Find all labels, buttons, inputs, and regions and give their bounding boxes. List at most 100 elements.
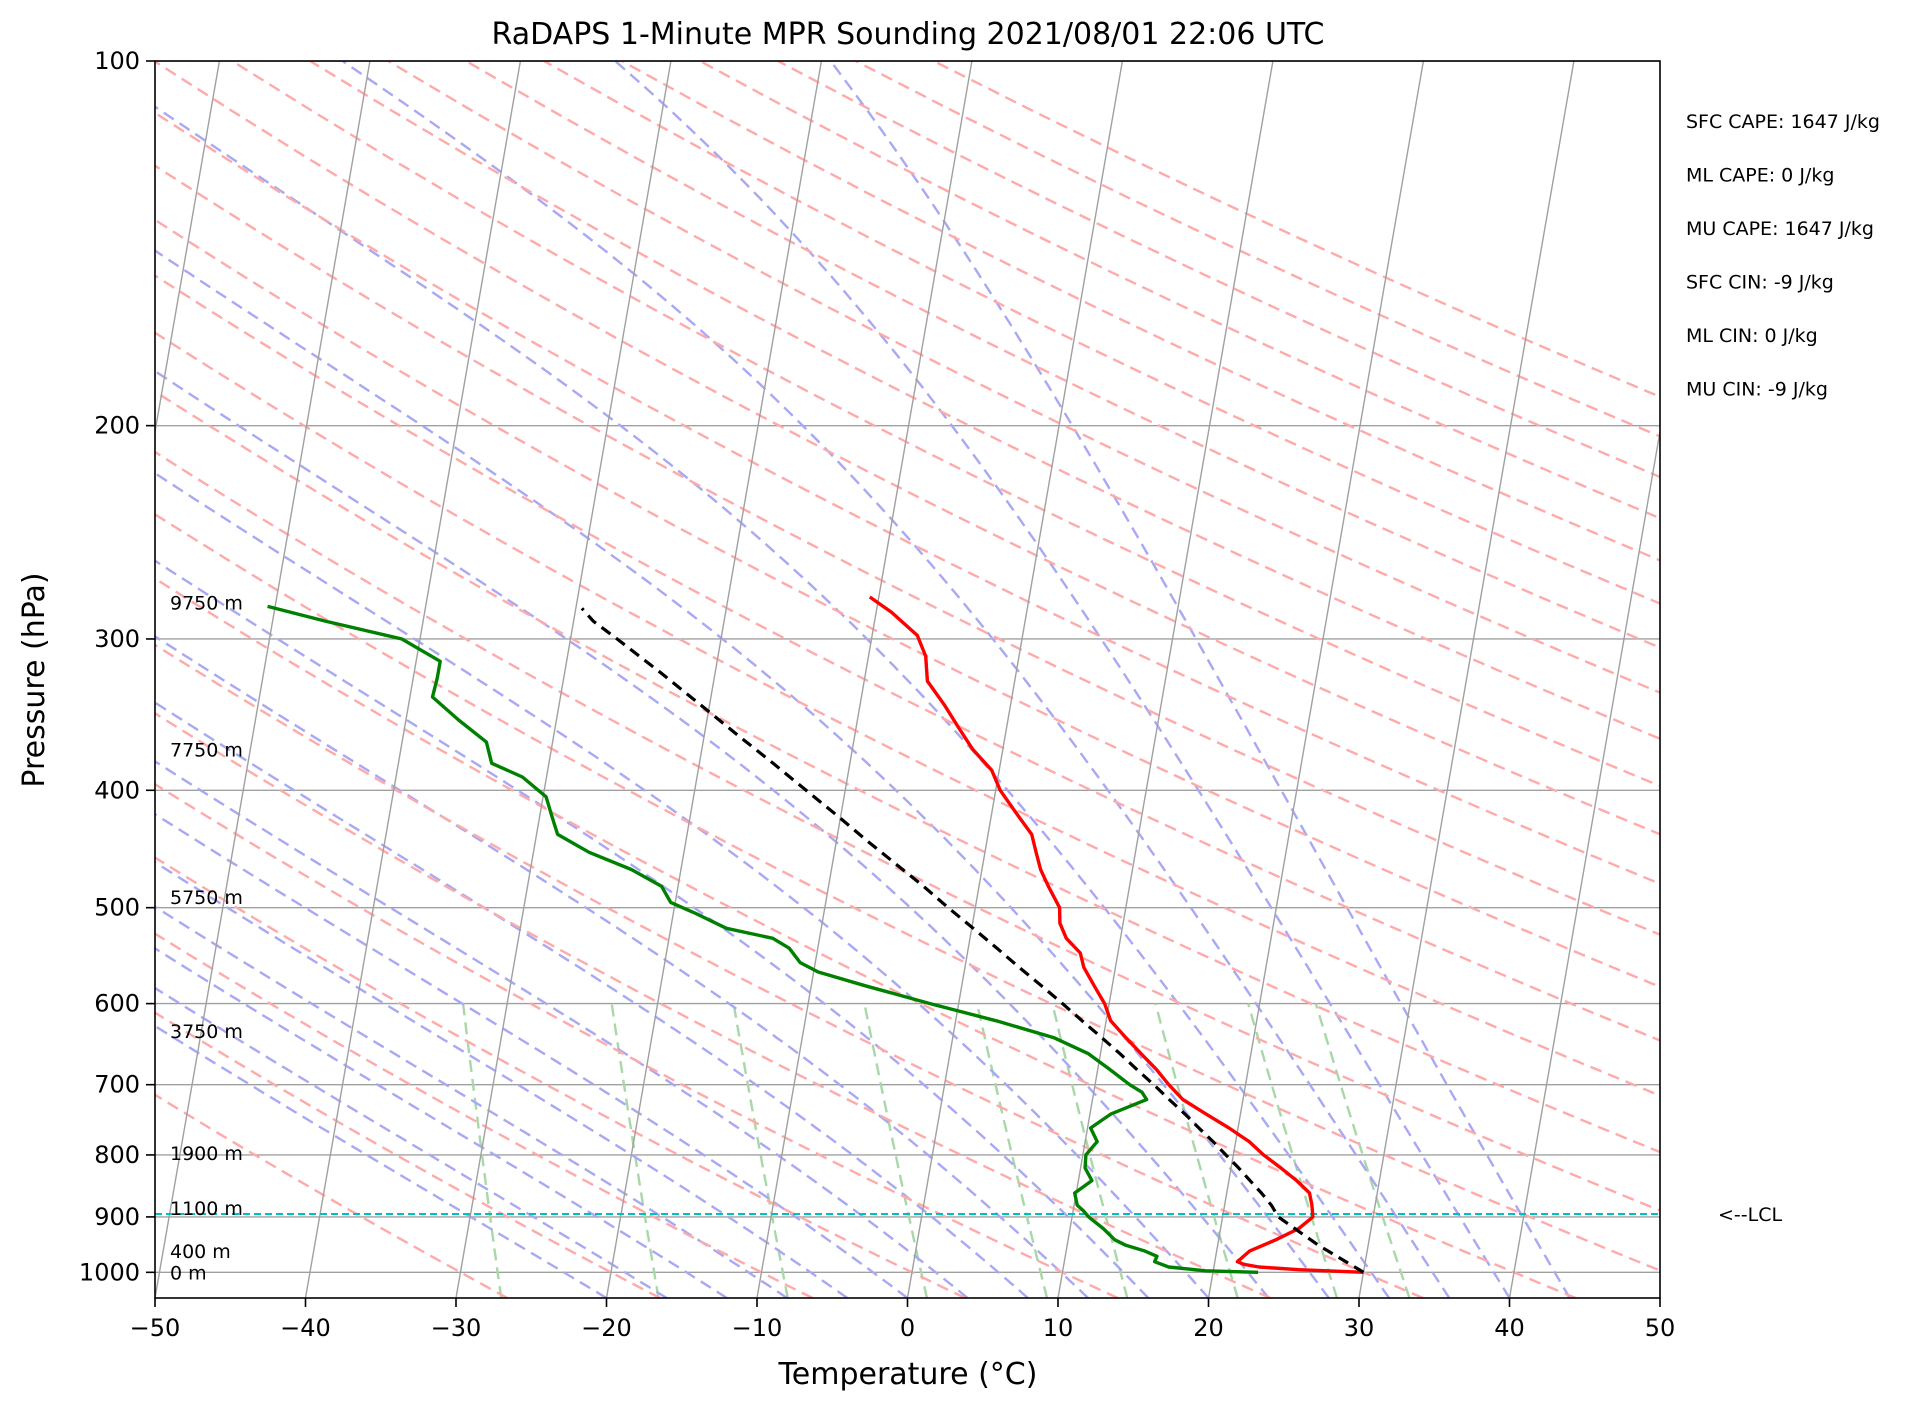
height-label: 9750 m [170, 593, 243, 615]
dry-adiabat-line [155, 164, 1660, 936]
x-axis-ticks: −50 −40 −30 −20 −10 0 10 20 30 40 50 [130, 1298, 1676, 1342]
x-tick-label: 50 [1645, 1314, 1676, 1342]
dry-adiabat-line [155, 61, 1660, 836]
moist-adiabat-line [155, 759, 969, 1298]
height-label: 5750 m [170, 887, 243, 909]
x-tick-label: −50 [130, 1314, 181, 1342]
dry-adiabat-line [155, 512, 1660, 1272]
moist-adiabat-line [341, 61, 1451, 1298]
series-group [267, 595, 1365, 1274]
lcl-label: <--LCL [1718, 1204, 1782, 1226]
dry-adiabat-line [543, 61, 1660, 605]
dry-adiabat-line [155, 390, 1660, 1154]
pressure-gridlines [155, 61, 1660, 1274]
parameter-text: MU CIN: -9 J/kg [1686, 379, 1828, 401]
dry-adiabat-line [155, 450, 1660, 1212]
dry-adiabat-line [155, 711, 1271, 1298]
isotherm-line [1207, 61, 1425, 1298]
parameter-text: SFC CAPE: 1647 J/kg [1686, 111, 1880, 133]
height-label: 1100 m [170, 1198, 243, 1220]
moist-adiabat-line [155, 860, 848, 1298]
mixing-ratio-line [975, 1003, 1049, 1298]
moist-adiabat-line [155, 559, 1150, 1298]
dry-adiabat-line [621, 61, 1660, 562]
moist-adiabat-lines [155, 61, 1571, 1298]
y-tick-label: 300 [94, 625, 140, 653]
dry-adiabat-line [155, 331, 1660, 1097]
y-tick-label: 500 [94, 894, 140, 922]
isotherm-line [1508, 427, 1660, 1298]
isotherm-line [1358, 61, 1575, 1298]
height-label: 400 m [170, 1241, 231, 1263]
y-tick-label: 700 [94, 1071, 140, 1099]
sounding-series-line-3 [580, 607, 1365, 1274]
x-tick-label: 20 [1193, 1314, 1224, 1342]
parameter-text: MU CAPE: 1647 J/kg [1686, 218, 1874, 240]
isotherm-line [155, 61, 221, 436]
isotherm-line [906, 61, 1124, 1298]
sounding-series-line-2 [267, 604, 1259, 1274]
x-tick-label: 40 [1494, 1314, 1525, 1342]
dry-adiabat-line [155, 1093, 508, 1298]
mixing-ratio-lines [461, 1003, 1411, 1298]
chart-title: RaDAPS 1-Minute MPR Sounding 2021/08/01 … [492, 17, 1325, 52]
moist-adiabat-line [155, 986, 668, 1298]
dry-adiabat-line [155, 856, 966, 1298]
isotherm-line [756, 61, 973, 1298]
dry-adiabat-line [465, 61, 1660, 649]
y-tick-label: 100 [94, 47, 140, 75]
moist-adiabat-line [155, 471, 1210, 1298]
dry-adiabat-line [155, 274, 1660, 1042]
x-tick-label: −20 [581, 1314, 632, 1342]
y-tick-label: 900 [94, 1203, 140, 1231]
sounding-series-line-1 [868, 595, 1364, 1274]
moist-adiabat-line [155, 1024, 608, 1298]
mixing-ratio-line [461, 1003, 503, 1298]
parameter-text: ML CIN: 0 J/kg [1686, 325, 1818, 347]
isotherm-line [155, 61, 371, 1298]
y-tick-label: 600 [94, 990, 140, 1018]
dry-adiabat-line [309, 61, 1660, 741]
y-tick-label: 400 [94, 776, 140, 804]
isotherm-line [1057, 61, 1274, 1298]
parameter-text: SFC CIN: -9 J/kg [1686, 272, 1834, 294]
mixing-ratio-line [1154, 1003, 1239, 1298]
isotherm-line [605, 61, 823, 1298]
moist-adiabat-line [155, 105, 1391, 1298]
dry-adiabat-line [155, 932, 814, 1298]
moist-adiabat-line [155, 701, 1029, 1298]
moist-adiabat-line [155, 812, 909, 1298]
isotherm-line [1811, 61, 1925, 1298]
y-axis-label: Pressure (hPa) [17, 572, 52, 787]
mixing-ratio-line [1051, 1003, 1129, 1298]
moist-adiabat-line [155, 369, 1270, 1298]
x-tick-label: −40 [280, 1314, 331, 1342]
height-label: 0 m [170, 1262, 207, 1284]
moist-adiabat-line [155, 634, 1089, 1298]
parameter-text: ML CAPE: 0 J/kg [1686, 165, 1834, 187]
height-label: 1900 m [170, 1143, 243, 1165]
isotherm-line [304, 61, 522, 1298]
dry-adiabat-line [155, 1011, 661, 1298]
plot-area [155, 61, 1925, 1298]
dry-adiabat-line [155, 218, 1660, 989]
dry-adiabat-line [699, 61, 1660, 520]
y-axis-ticks: 100 200 300 400 500 600 700 800 900 1000 [79, 47, 155, 1286]
moist-adiabat-line [155, 947, 728, 1298]
dry-adiabat-line [855, 61, 1660, 438]
dry-adiabat-line [155, 782, 1119, 1298]
isotherm-line [455, 61, 672, 1298]
x-tick-label: −10 [732, 1314, 783, 1342]
x-tick-label: 10 [1043, 1314, 1074, 1342]
y-tick-label: 200 [94, 412, 140, 440]
height-label: 7750 m [170, 739, 243, 761]
height-labels: 9750 m 7750 m 5750 m 3750 m 1900 m 1100 m 400 … [170, 593, 243, 1285]
x-tick-label: 30 [1344, 1314, 1375, 1342]
isotherm-lines [155, 61, 1925, 1298]
isotherm-line [1659, 1293, 1660, 1298]
moist-adiabat-line [155, 905, 788, 1298]
dry-adiabat-line [387, 61, 1660, 694]
dry-adiabat-lines [155, 61, 1660, 1298]
moist-adiabat-line [155, 249, 1330, 1298]
